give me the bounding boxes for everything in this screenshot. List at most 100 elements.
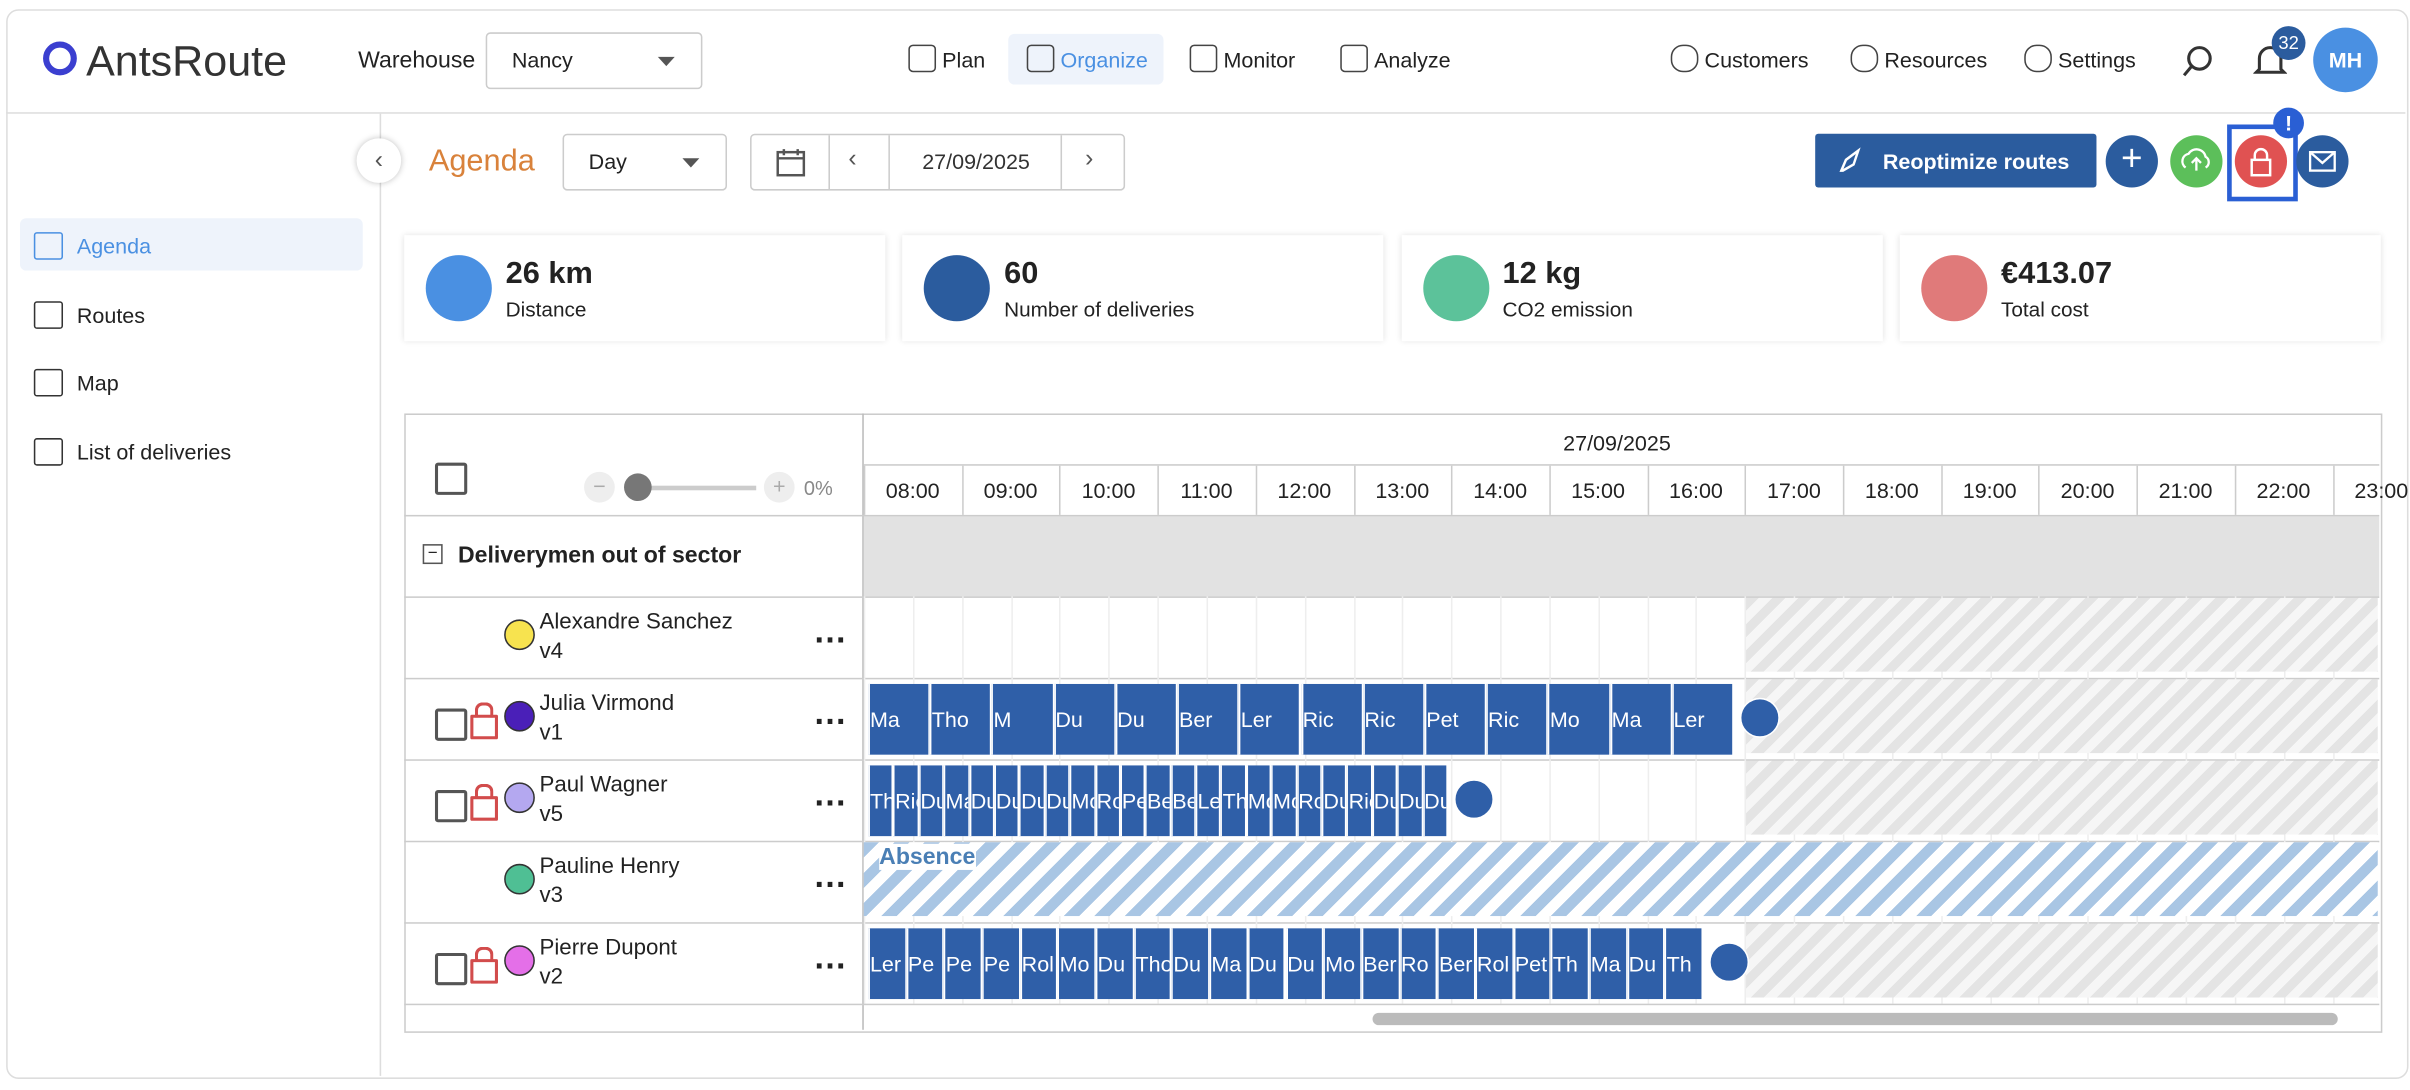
nav-item[interactable]: Monitor <box>1223 47 1296 73</box>
row-checkbox[interactable] <box>434 790 468 823</box>
delivery[interactable]: Rol <box>1475 928 1512 1000</box>
row-checkbox[interactable] <box>434 708 468 741</box>
delivery[interactable]: Du <box>1321 765 1346 837</box>
delivery[interactable]: Du <box>1171 928 1209 1000</box>
delivery[interactable]: Ma <box>868 683 929 755</box>
delivery[interactable]: Ma <box>943 765 968 837</box>
upload-button[interactable] <box>2170 135 2223 188</box>
nav-item[interactable]: Customers <box>1704 47 1809 73</box>
scrollbar[interactable] <box>1372 1012 2338 1026</box>
divider <box>828 135 830 190</box>
delivery[interactable]: Mo <box>1323 928 1361 1000</box>
delivery[interactable]: Pet <box>1513 928 1550 1000</box>
delivery[interactable]: Ber <box>1437 928 1474 1000</box>
prev-day[interactable]: ‹ <box>848 146 857 173</box>
collapse-button[interactable]: ‹ <box>356 138 402 183</box>
row-menu[interactable]: … <box>813 937 849 976</box>
zoom-handle[interactable] <box>624 473 652 502</box>
delivery[interactable]: Pe <box>1120 765 1144 837</box>
sidebar-item[interactable]: Agenda <box>76 233 152 259</box>
lock-button[interactable] <box>2234 135 2288 188</box>
row-menu[interactable]: … <box>813 856 849 895</box>
delivery[interactable]: Mo <box>1246 765 1270 837</box>
row-menu[interactable]: … <box>813 611 849 651</box>
delivery[interactable]: Tho <box>1133 928 1171 1000</box>
delivery[interactable]: Du <box>994 765 1019 837</box>
delivery[interactable]: Ro <box>1399 928 1436 1000</box>
delivery[interactable]: Ler <box>1671 683 1733 755</box>
delivery[interactable]: Du <box>1627 928 1664 1000</box>
delivery[interactable]: Ma <box>1209 928 1247 1000</box>
delivery[interactable]: Pe <box>906 928 943 1000</box>
stat-card: €413.07 Total cost <box>1899 235 2381 342</box>
zoom-in[interactable]: + <box>763 471 795 503</box>
delivery[interactable]: Pe <box>982 928 1019 1000</box>
delivery[interactable]: Ric <box>893 765 918 837</box>
delivery[interactable]: Du <box>1019 765 1044 837</box>
delivery[interactable]: Du <box>1397 765 1422 837</box>
search-icon[interactable] <box>2181 43 2218 80</box>
delivery[interactable]: Th <box>1221 765 1245 837</box>
delivery[interactable]: Ric <box>1301 683 1362 755</box>
delivery[interactable]: Ro <box>1095 765 1119 837</box>
hour-divider <box>2234 465 2237 515</box>
delivery[interactable]: Pe <box>944 928 981 1000</box>
delivery[interactable]: Be <box>1145 765 1170 837</box>
sidebar-item[interactable]: List of deliveries <box>76 438 232 464</box>
delivery[interactable]: Mo <box>1058 928 1095 1000</box>
sidebar-item[interactable]: Map <box>76 370 119 396</box>
nav-item[interactable]: Resources <box>1884 47 1988 73</box>
select-all-checkbox[interactable] <box>434 462 468 495</box>
row-menu[interactable]: … <box>813 693 849 732</box>
nav-item[interactable]: Analyze <box>1374 47 1451 73</box>
delivery[interactable]: Th <box>868 765 893 837</box>
delivery[interactable]: Du <box>1247 928 1285 1000</box>
delivery[interactable]: Du <box>1044 765 1069 837</box>
delivery[interactable]: Du <box>1372 765 1396 837</box>
row-menu[interactable]: … <box>813 774 849 814</box>
sidebar-item[interactable]: Routes <box>76 302 146 327</box>
add-button[interactable]: + <box>2105 135 2158 188</box>
delivery[interactable]: Du <box>1115 683 1176 755</box>
delivery[interactable]: Ric <box>1362 683 1424 755</box>
delivery[interactable]: Mo <box>1548 683 1609 755</box>
delivery[interactable]: Ric <box>1347 765 1371 837</box>
delivery[interactable]: Du <box>1285 928 1323 1000</box>
delivery[interactable]: Th <box>1665 928 1702 1000</box>
next-day[interactable]: › <box>1085 146 1094 173</box>
delivery[interactable]: Le <box>1195 765 1220 837</box>
delivery[interactable]: Du <box>1053 683 1115 755</box>
delivery[interactable]: Ber <box>1361 928 1398 1000</box>
delivery[interactable]: Mo <box>1069 765 1094 837</box>
calendar-icon[interactable] <box>776 148 807 177</box>
nav-item[interactable]: Organize <box>1060 47 1148 73</box>
mail-button[interactable] <box>2296 135 2349 188</box>
delivery[interactable]: Tho <box>930 683 991 755</box>
delivery[interactable]: Ma <box>1610 683 1671 755</box>
avatar[interactable]: MH <box>2313 27 2378 93</box>
delivery[interactable]: Mo <box>1271 765 1296 837</box>
delivery[interactable]: Th <box>1551 928 1588 1000</box>
delivery[interactable]: Rol <box>1296 765 1321 837</box>
zoom-out[interactable]: − <box>584 471 615 503</box>
delivery[interactable]: Du <box>1096 928 1133 1000</box>
nav-item[interactable]: Plan <box>942 47 986 73</box>
delivery[interactable]: Ric <box>1486 683 1547 755</box>
delivery[interactable]: M <box>992 683 1053 755</box>
view-select[interactable]: Day <box>562 133 728 191</box>
delivery[interactable]: Ler <box>1239 683 1300 755</box>
nav-item[interactable]: Settings <box>2058 47 2136 73</box>
collapse-group[interactable]: − <box>422 544 443 565</box>
delivery[interactable]: Pet <box>1424 683 1485 755</box>
delivery[interactable]: Ber <box>1170 765 1195 837</box>
reoptimize-button[interactable]: Reoptimize routes <box>1815 133 2097 188</box>
delivery[interactable]: Ler <box>868 928 905 1000</box>
delivery[interactable]: Du <box>918 765 943 837</box>
delivery[interactable]: Ma <box>1589 928 1626 1000</box>
row-checkbox[interactable] <box>434 952 468 986</box>
delivery[interactable]: Rol <box>1020 928 1057 1000</box>
warehouse-select[interactable]: Nancy <box>485 32 703 90</box>
delivery[interactable]: Du <box>969 765 993 837</box>
delivery[interactable]: Ber <box>1177 683 1238 755</box>
delivery[interactable]: Du <box>1422 765 1447 837</box>
